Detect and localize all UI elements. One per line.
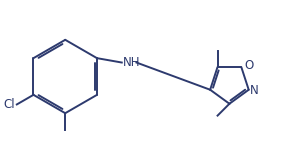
Text: O: O	[244, 59, 253, 72]
Text: N: N	[250, 84, 259, 97]
Text: NH: NH	[123, 56, 140, 69]
Text: Cl: Cl	[4, 98, 15, 111]
